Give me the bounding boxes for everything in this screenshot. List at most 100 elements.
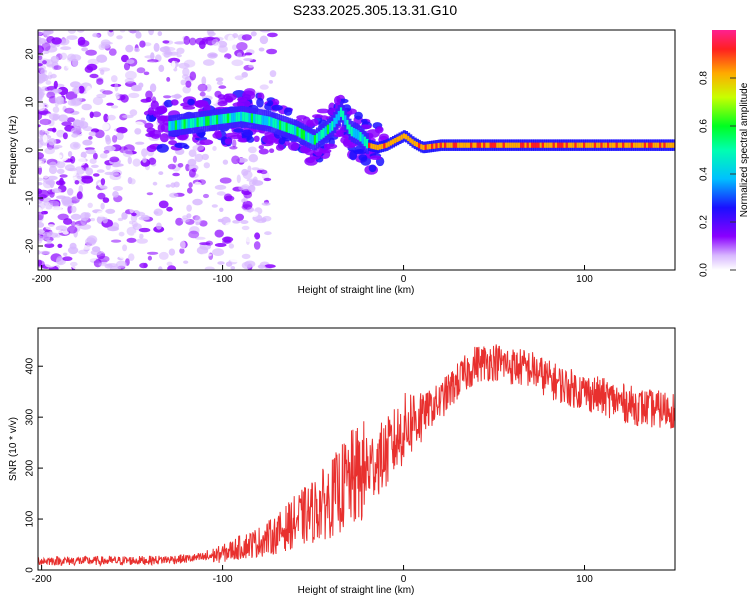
spectrogram-cell	[87, 202, 93, 208]
spectrogram-cell	[635, 142, 639, 148]
spectrogram-cell	[253, 135, 260, 142]
spectrogram-cell	[176, 54, 182, 58]
spectrogram-cell	[134, 47, 140, 53]
spectrogram-cell	[316, 108, 330, 114]
spectrogram-cell	[65, 91, 78, 101]
spectrogram-cell	[43, 231, 51, 241]
spectrogram-cell	[236, 42, 248, 51]
spectrogram-cell	[481, 142, 484, 148]
spectrogram-cell	[152, 181, 158, 186]
spectrogram-cell	[100, 202, 105, 210]
spectrogram-cell	[260, 169, 268, 175]
spectrogram-cell	[101, 247, 108, 254]
spectrogram-cell	[170, 121, 174, 131]
spectrogram-cell	[203, 59, 215, 66]
spectrogram-cell	[129, 109, 138, 116]
spectrogram-cell	[435, 143, 439, 149]
spectrogram-cell	[38, 45, 44, 54]
spectrogram-cell	[188, 230, 200, 239]
spectrogram-cell	[81, 103, 92, 111]
spectrogram-cell	[38, 92, 43, 101]
spectrogram-cell	[496, 142, 500, 148]
spectrogram-cell	[278, 138, 286, 145]
spectrogram-cell	[56, 129, 65, 138]
spectrogram-cell	[97, 122, 110, 131]
spectrogram-cell	[38, 239, 43, 244]
spectrogram-cell	[641, 142, 645, 148]
spectrogram-cell	[359, 132, 363, 142]
spectrogram-cell	[241, 204, 252, 210]
spectrogram-cell	[489, 142, 493, 148]
spectrogram-cell	[38, 111, 43, 121]
spectrogram-cell	[48, 210, 53, 215]
spectrogram-cell	[79, 224, 92, 230]
spectrogram-cell	[359, 124, 372, 130]
spectrogram-cell	[103, 145, 116, 152]
spectrogram-cell	[186, 204, 192, 212]
spectrogram-cell	[74, 180, 80, 185]
spectrogram-cell	[57, 213, 69, 221]
spectrogram-cell	[126, 59, 135, 64]
spectrogram-cell	[546, 142, 550, 148]
spectrogram-cell	[48, 138, 57, 146]
spectrogram-cell	[81, 47, 88, 52]
spectrogram-cell	[232, 33, 239, 39]
spectrogram-cell	[206, 30, 215, 35]
spectrogram-cell	[544, 142, 547, 148]
spectrogram-cell	[643, 142, 647, 148]
spectrogram-cell	[604, 142, 608, 148]
spectrogram-cell	[602, 142, 606, 148]
spectrogram-cell	[515, 142, 519, 148]
spectrogram-cell	[224, 138, 232, 145]
spectrogram-cell	[234, 75, 244, 81]
spectrogram-cell	[200, 116, 204, 127]
spectrogram-cell	[182, 215, 189, 220]
spectrogram-cell	[194, 215, 202, 225]
spectrogram-cell	[276, 119, 280, 130]
spectrogram-cell	[47, 200, 60, 208]
spectrogram-cell	[132, 158, 141, 167]
spectrogram-cell	[121, 54, 129, 63]
colorbar-label: Normalized spectral amplitude	[739, 82, 750, 217]
spectrogram-cell	[38, 63, 43, 67]
spectrogram-x-tick-label: -200	[32, 274, 52, 285]
spectrogram-cell	[283, 107, 293, 116]
spectrogram-cell	[62, 132, 68, 140]
spectrogram-cell	[452, 142, 456, 148]
spectrogram-cell	[119, 254, 127, 259]
spectrogram-cell	[164, 46, 176, 52]
spectrogram-cell	[105, 134, 111, 142]
spectrogram-cell	[100, 178, 106, 186]
spectrogram-cell	[307, 132, 311, 143]
snr-y-tick-label: 100	[25, 510, 36, 527]
spectrogram-cell	[222, 240, 232, 244]
spectrogram-cell	[80, 117, 86, 122]
spectrogram-cell	[209, 115, 213, 126]
spectrogram-cell	[241, 253, 251, 260]
spectrogram-cell	[53, 145, 63, 149]
spectrogram-cell	[89, 73, 99, 79]
spectrogram-cell	[374, 144, 378, 150]
spectrogram-cell	[96, 169, 105, 173]
spectrogram-cell	[211, 204, 218, 208]
spectrogram-cell	[43, 200, 50, 206]
spectrogram-cell	[233, 128, 245, 133]
spectrogram-cell	[402, 133, 406, 139]
spectrogram-cell	[218, 114, 222, 125]
colorbar-tick-label: 0.0	[699, 263, 710, 277]
spectrogram-cell	[468, 142, 471, 148]
spectrogram-cell	[88, 136, 93, 140]
spectrogram-cell	[654, 142, 658, 148]
spectrogram-cell	[241, 71, 248, 78]
spectrogram-cell	[52, 230, 64, 234]
spectrogram-cell	[305, 131, 309, 141]
spectrogram-cell	[609, 142, 613, 148]
spectrogram-cell	[90, 217, 95, 222]
spectrogram-cell	[98, 255, 110, 263]
spectrogram-cell	[264, 231, 272, 236]
spectrogram-cell	[394, 138, 398, 144]
spectrogram-cell	[298, 128, 302, 138]
spectrogram-cell	[133, 121, 145, 129]
spectrogram-cell	[405, 134, 408, 140]
